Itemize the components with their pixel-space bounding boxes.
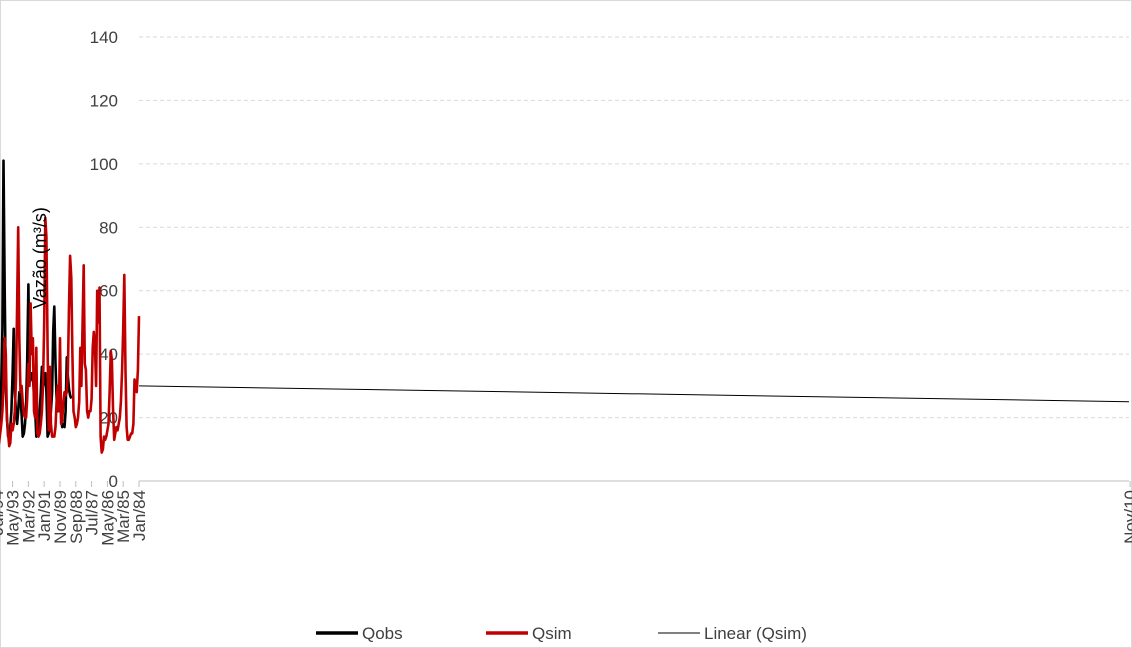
x-tick-label: Jul/87 xyxy=(83,490,102,535)
x-tick-label: May/86 xyxy=(98,490,117,546)
y-tick-label: 0 xyxy=(109,472,118,491)
x-tick-label: Mar/92 xyxy=(19,490,38,543)
x-tick-label: Mar/85 xyxy=(114,490,133,543)
y-tick-label: 40 xyxy=(99,345,118,364)
y-tick-label: 80 xyxy=(99,218,118,237)
y-tick-label: 120 xyxy=(90,91,118,110)
legend-label-qobs: Qobs xyxy=(362,624,403,643)
x-tick-label: Nov/10 xyxy=(1121,490,1132,544)
legend-item-linear-qsim: Linear (Qsim) xyxy=(658,624,807,643)
x-axis: Jan/84Mar/85May/86Jul/87Sep/88Nov/89Jan/… xyxy=(0,480,1132,546)
legend-label-linear-qsim: Linear (Qsim) xyxy=(704,624,807,643)
x-tick-label: Jul/94 xyxy=(0,490,7,535)
x-tick-label: Jan/91 xyxy=(35,490,54,541)
x-tick-label: May/93 xyxy=(4,490,23,546)
trend-line-linear-qsim xyxy=(138,385,1130,403)
x-tick-label: Nov/89 xyxy=(51,490,70,544)
series-line-qsim xyxy=(0,216,141,454)
y-axis-label: Vazão (m³/s) xyxy=(30,207,50,309)
legend-label-qsim: Qsim xyxy=(532,624,572,643)
gridlines xyxy=(139,36,1129,419)
plot-area xyxy=(0,159,1130,454)
y-tick-label: 60 xyxy=(99,282,118,301)
legend-item-qobs: Qobs xyxy=(316,624,403,643)
y-tick-label: 100 xyxy=(90,155,118,174)
legend-item-qsim: Qsim xyxy=(486,624,572,643)
legend: Qobs Qsim Linear (Qsim) xyxy=(316,624,807,643)
x-tick-label: Jan/84 xyxy=(130,490,149,541)
y-tick-label: 140 xyxy=(90,28,118,47)
x-tick-label: Sep/88 xyxy=(67,490,86,544)
